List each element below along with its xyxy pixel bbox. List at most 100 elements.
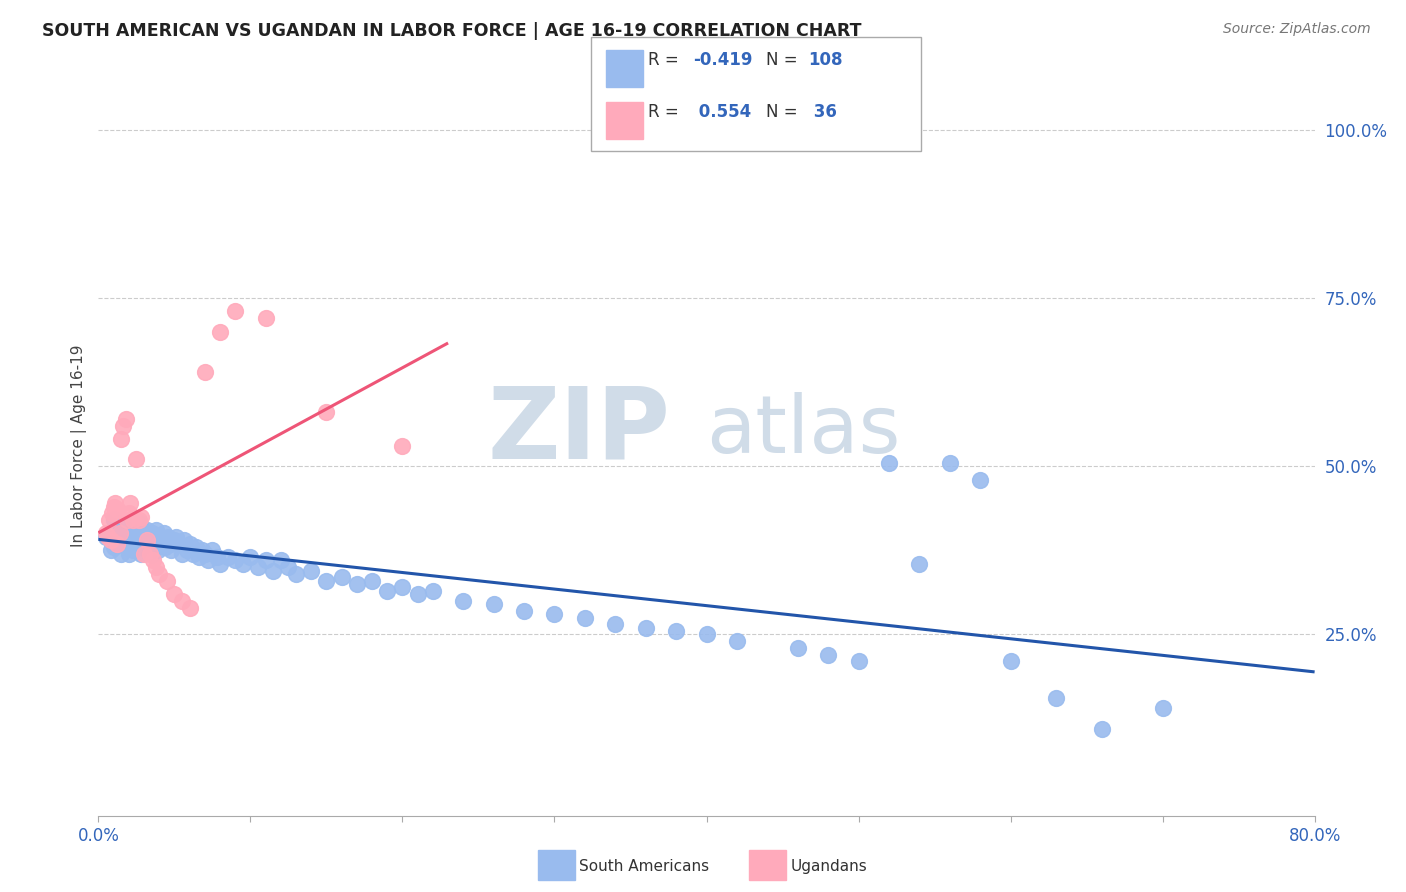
Point: [105, 533, 128, 548]
Point: [118, 516, 141, 531]
Point: [118, 506, 141, 520]
Point: [124, 533, 146, 548]
Point: [143, 530, 166, 544]
Point: [346, 577, 368, 591]
Point: [156, 574, 179, 588]
Point: [142, 533, 165, 548]
Point: [136, 523, 159, 537]
Point: [128, 540, 150, 554]
Point: [146, 543, 169, 558]
Point: [179, 536, 201, 550]
Point: [184, 540, 207, 554]
Point: [121, 523, 143, 537]
Point: [224, 553, 246, 567]
Point: [1091, 722, 1114, 736]
Point: [1152, 701, 1174, 715]
Text: R =: R =: [648, 51, 685, 70]
Point: [148, 533, 170, 548]
Point: [103, 540, 125, 554]
Point: [422, 583, 444, 598]
Point: [170, 547, 193, 561]
Point: [136, 533, 159, 548]
Point: [139, 530, 162, 544]
Point: [104, 496, 127, 510]
Text: ZIP: ZIP: [486, 383, 671, 480]
Point: [122, 513, 145, 527]
Point: [94, 526, 117, 541]
Point: [141, 547, 163, 561]
Point: [181, 547, 204, 561]
Point: [173, 533, 195, 548]
Point: [209, 325, 232, 339]
Point: [149, 530, 172, 544]
Point: [262, 564, 284, 578]
Point: [224, 304, 246, 318]
Text: SOUTH AMERICAN VS UGANDAN IN LABOR FORCE | AGE 16-19 CORRELATION CHART: SOUTH AMERICAN VS UGANDAN IN LABOR FORCE…: [42, 22, 862, 40]
Point: [139, 547, 162, 561]
Point: [101, 506, 124, 520]
Point: [103, 513, 125, 527]
Point: [145, 523, 167, 537]
Point: [152, 526, 174, 541]
Point: [122, 530, 145, 544]
Point: [156, 533, 179, 548]
Point: [114, 523, 136, 537]
Point: [117, 513, 139, 527]
Point: [150, 536, 173, 550]
Point: [453, 594, 475, 608]
Point: [197, 553, 219, 567]
Text: Source: ZipAtlas.com: Source: ZipAtlas.com: [1223, 22, 1371, 37]
Point: [939, 456, 962, 470]
Point: [111, 418, 134, 433]
Text: R =: R =: [648, 103, 685, 121]
Point: [330, 570, 353, 584]
Point: [141, 526, 163, 541]
Point: [191, 543, 214, 558]
Point: [132, 540, 155, 554]
Point: [121, 536, 143, 550]
Point: [148, 566, 170, 581]
Point: [129, 547, 152, 561]
Point: [167, 536, 190, 550]
Text: Ugandans: Ugandans: [790, 859, 868, 873]
Text: N =: N =: [766, 103, 803, 121]
Point: [285, 566, 308, 581]
Point: [114, 412, 136, 426]
Point: [105, 536, 128, 550]
Point: [201, 543, 224, 558]
Point: [125, 540, 148, 554]
Point: [574, 610, 596, 624]
Text: atlas: atlas: [707, 392, 901, 470]
Point: [786, 640, 808, 655]
Point: [908, 557, 931, 571]
Point: [135, 530, 157, 544]
Point: [129, 509, 152, 524]
Point: [848, 654, 870, 668]
Point: [634, 621, 657, 635]
Text: N =: N =: [766, 51, 803, 70]
Point: [232, 557, 254, 571]
Point: [194, 547, 217, 561]
Point: [108, 526, 131, 541]
Point: [94, 530, 117, 544]
Point: [96, 530, 118, 544]
Point: [217, 549, 239, 565]
Point: [277, 560, 299, 574]
Point: [209, 557, 232, 571]
Point: [969, 473, 991, 487]
Text: South Americans: South Americans: [579, 859, 710, 873]
Point: [375, 583, 398, 598]
Point: [127, 526, 149, 541]
Point: [176, 543, 198, 558]
Point: [725, 634, 748, 648]
Point: [163, 587, 186, 601]
Point: [107, 536, 129, 550]
Point: [107, 503, 129, 517]
Point: [315, 405, 337, 419]
Text: -0.419: -0.419: [693, 51, 752, 70]
Point: [160, 543, 183, 558]
Point: [98, 513, 121, 527]
Point: [117, 540, 139, 554]
Point: [391, 580, 413, 594]
Point: [129, 530, 152, 544]
